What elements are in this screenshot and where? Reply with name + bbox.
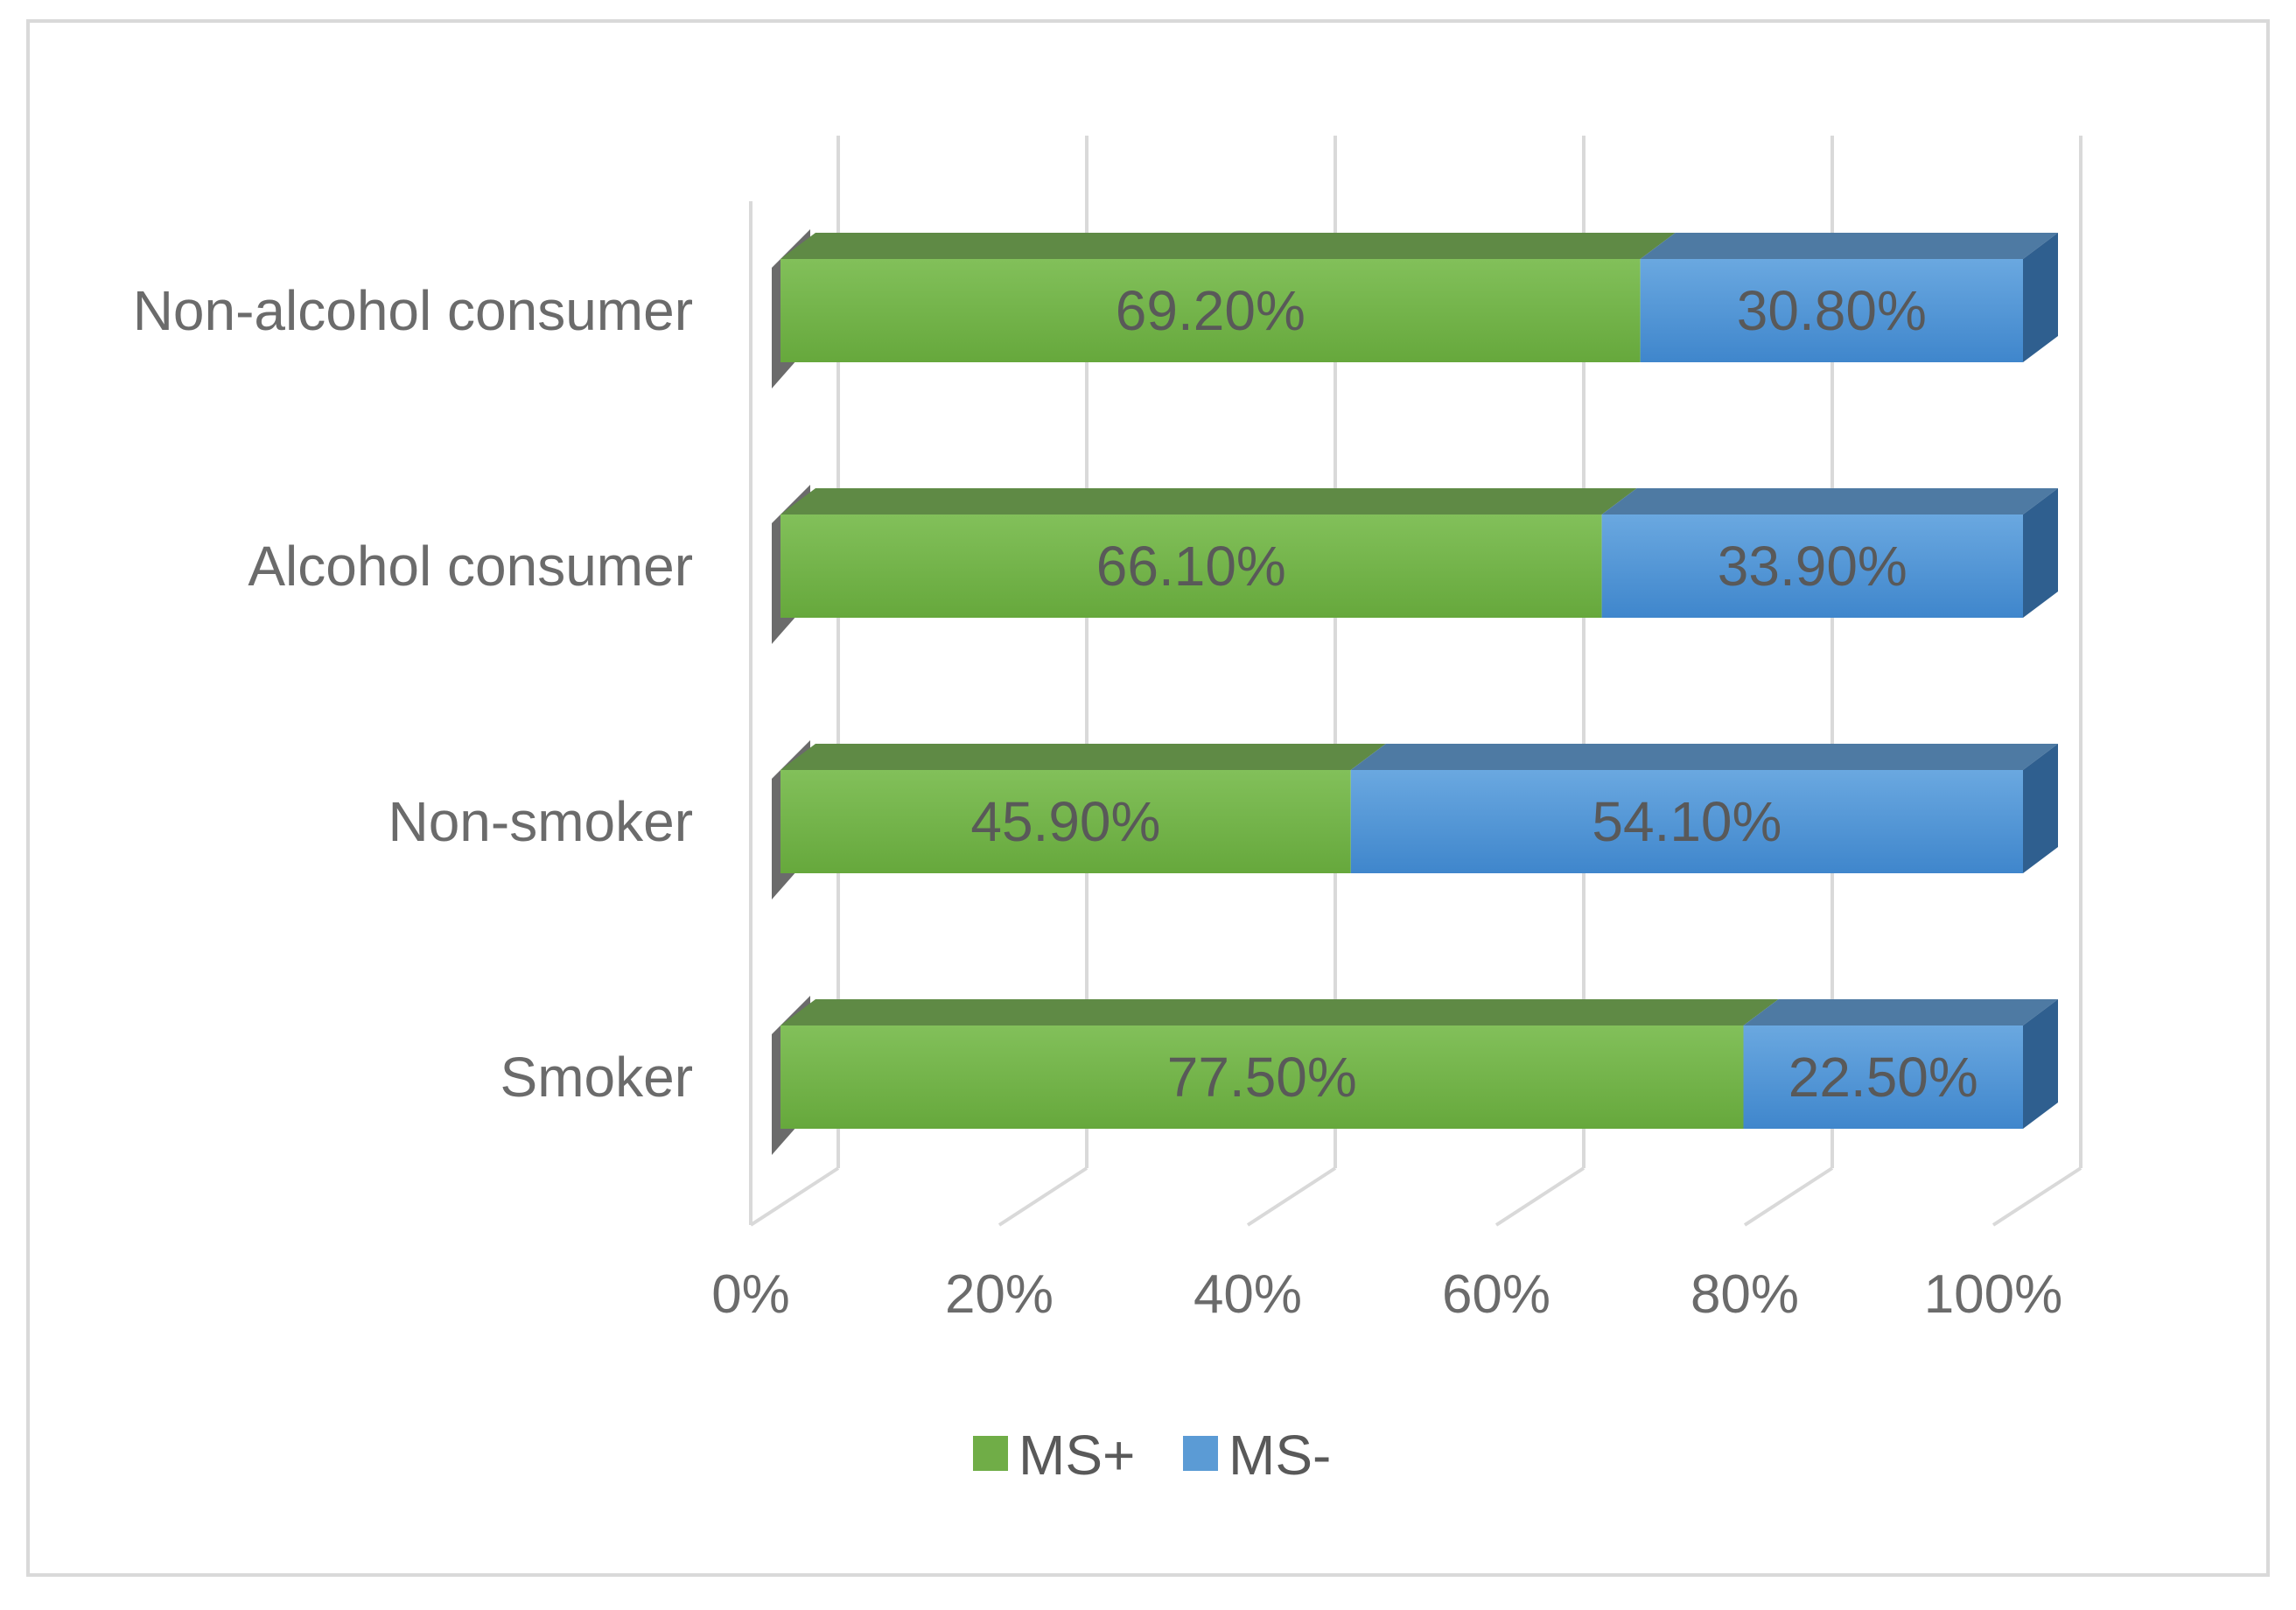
bar-top-MS+	[780, 233, 1676, 259]
bar-MS--Non-alcohol consumer	[1640, 259, 2023, 362]
data-label-MS+: 77.50%	[1167, 1046, 1357, 1109]
floor-gridline-40	[1246, 1166, 1337, 1227]
bar-MS--Alcohol consumer	[1601, 514, 2023, 618]
floor-gridline-0	[749, 1166, 840, 1227]
bar-side	[2023, 744, 2058, 873]
floor-gridline-100	[1992, 1166, 2082, 1227]
x-tick-label: 0%	[711, 1264, 790, 1325]
category-label: Alcohol consumer	[248, 535, 693, 598]
legend: MS+ MS-	[973, 1424, 1331, 1487]
x-tick-label: 60%	[1442, 1264, 1550, 1325]
floor-gridline-60	[1494, 1166, 1586, 1227]
x-tick-label: 40%	[1194, 1264, 1302, 1325]
bar-side	[2023, 999, 2058, 1129]
bar-top-MS+	[780, 999, 1779, 1026]
legend-label-MS-: MS-	[1228, 1424, 1331, 1487]
data-label-MS+: 66.10%	[1096, 535, 1286, 598]
bar-MS+-Non-smoker	[780, 770, 1351, 873]
x-tick-label: 20%	[945, 1264, 1054, 1325]
bar-top-MS-	[1743, 999, 2058, 1026]
category-label: Non-smoker	[388, 790, 693, 853]
data-label-MS-: 33.90%	[1718, 535, 1908, 598]
data-label-MS-: 30.80%	[1737, 279, 1927, 342]
floor-gridline-80	[1743, 1166, 1834, 1227]
bar-top-MS-	[1601, 488, 2058, 514]
data-label-MS-: 22.50%	[1788, 1046, 1978, 1109]
bar-top-MS-	[1350, 744, 2058, 770]
labels: 0% 20% 40% 60% 80% 100% 77.50% 22.50% Smoker 45.9…	[133, 279, 2063, 1325]
x-tick-label: 100%	[1924, 1264, 2063, 1325]
bar-MS--Non-smoker	[1350, 770, 2023, 873]
bar-MS+-Non-alcohol consumer	[780, 259, 1641, 362]
bars	[772, 229, 2058, 1155]
data-label-MS+: 69.20%	[1116, 279, 1306, 342]
category-label: Non-alcohol consumer	[133, 279, 693, 342]
legend-swatch-MS+	[973, 1436, 1008, 1471]
legend-swatch-MS-	[1183, 1436, 1218, 1471]
bar-MS+-Smoker	[780, 1026, 1744, 1129]
category-label: Smoker	[500, 1046, 694, 1109]
bar-MS+-Alcohol consumer	[780, 514, 1602, 618]
data-label-MS-: 54.10%	[1592, 790, 1782, 853]
legend-label-MS+: MS+	[1018, 1424, 1135, 1487]
bar-side	[2023, 488, 2058, 618]
bar-MS--Smoker	[1743, 1026, 2023, 1129]
bar-side	[2023, 233, 2058, 362]
floor-gridline-20	[998, 1166, 1088, 1227]
bar-top-MS-	[1640, 233, 2058, 259]
bar-top-MS+	[780, 744, 1386, 770]
bar-top-MS+	[780, 488, 1637, 514]
data-label-MS+: 45.90%	[970, 790, 1160, 853]
x-tick-label: 80%	[1690, 1264, 1799, 1325]
